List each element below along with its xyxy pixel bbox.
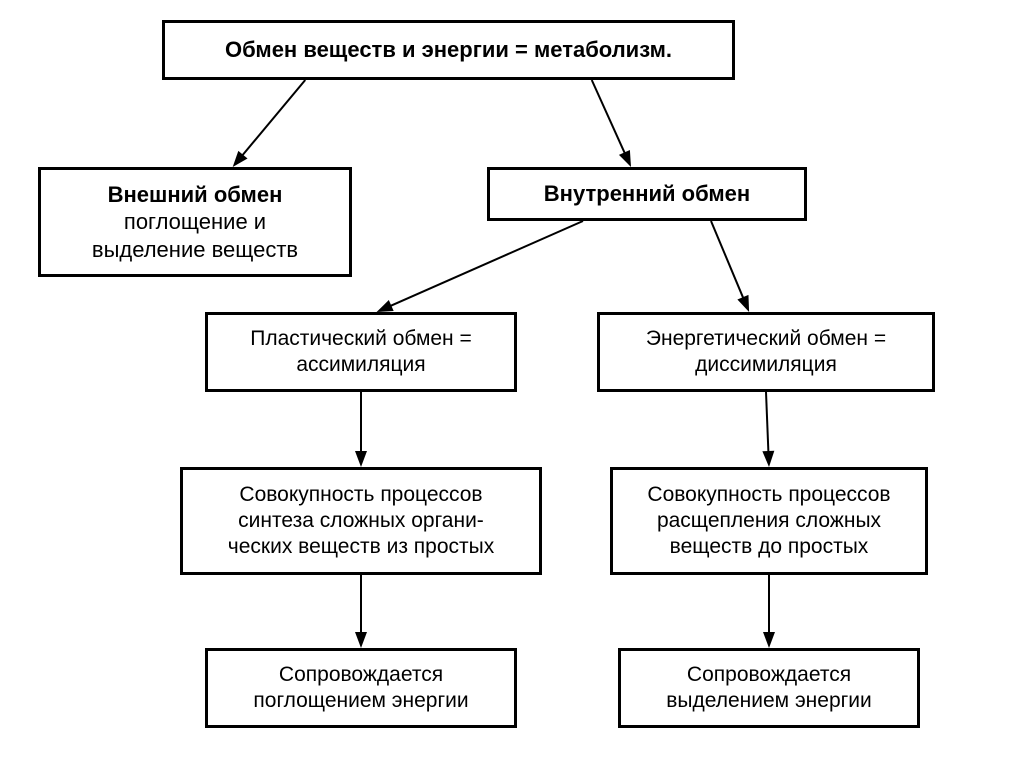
node-energy-energy: Сопровождаетсявыделением энергии (618, 648, 920, 728)
diagram-canvas: Обмен веществ и энергии = метаболизм. Вн… (0, 0, 1024, 767)
node-text-line: Пластический обмен = (250, 326, 472, 352)
node-text-line: ассимиляция (296, 352, 425, 378)
node-text-line: Внутренний обмен (544, 180, 750, 208)
node-text-line: Совокупность процессов (647, 482, 890, 508)
edge-arrowhead (233, 151, 248, 167)
edge-line (240, 80, 305, 158)
node-text-line: выделение веществ (92, 236, 298, 264)
edge-line (766, 392, 769, 455)
node-plastic-definition: Совокупность процессовсинтеза сложных ор… (180, 467, 542, 575)
node-text-line: синтеза сложных органи- (238, 508, 484, 534)
edge-arrowhead (763, 632, 775, 648)
node-text-line: поглощением энергии (253, 688, 468, 714)
edge-arrowhead (619, 150, 631, 167)
edge-arrowhead (737, 295, 749, 312)
edge-line (388, 221, 583, 307)
node-text-line: веществ до простых (670, 534, 869, 560)
node-energy-exchange: Энергетический обмен =диссимиляция (597, 312, 935, 392)
edge-arrowhead (377, 300, 394, 312)
node-internal-exchange: Внутренний обмен (487, 167, 807, 221)
edge-arrowhead (355, 451, 367, 467)
node-external-exchange: Внешний обменпоглощение ивыделение вещес… (38, 167, 352, 277)
node-text-line: Внешний обмен (108, 181, 283, 209)
node-text-line: Совокупность процессов (239, 482, 482, 508)
node-text-line: ческих веществ из простых (228, 534, 494, 560)
node-text-line: Энергетический обмен = (646, 326, 886, 352)
node-text-line: Сопровождается (279, 662, 443, 688)
node-text-line: поглощение и (124, 208, 266, 236)
node-plastic-exchange: Пластический обмен =ассимиляция (205, 312, 517, 392)
node-text-line: диссимиляция (695, 352, 837, 378)
node-energy-definition: Совокупность процессоврасщепления сложны… (610, 467, 928, 575)
edge-line (592, 80, 626, 156)
node-text-line: Обмен веществ и энергии = метаболизм. (225, 36, 672, 64)
edge-arrowhead (762, 451, 774, 467)
edge-line (711, 221, 744, 301)
node-plastic-energy: Сопровождаетсяпоглощением энергии (205, 648, 517, 728)
edge-arrowhead (355, 632, 367, 648)
node-metabolism-title: Обмен веществ и энергии = метаболизм. (162, 20, 735, 80)
node-text-line: Сопровождается (687, 662, 851, 688)
node-text-line: выделением энергии (666, 688, 872, 714)
node-text-line: расщепления сложных (657, 508, 881, 534)
